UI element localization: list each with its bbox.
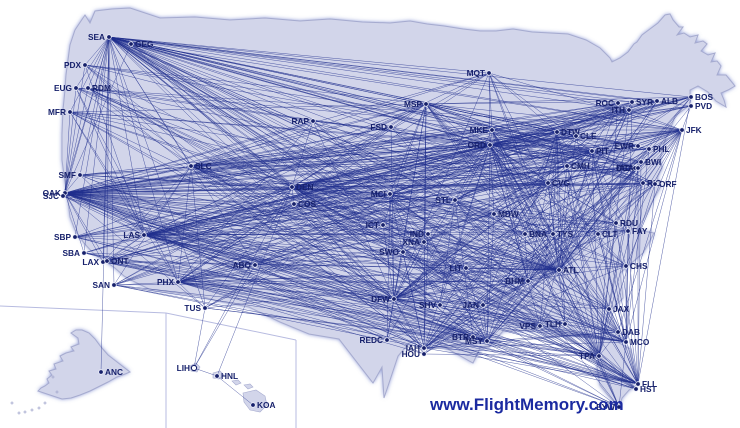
svg-text:SAN: SAN xyxy=(92,280,110,290)
svg-text:ABQ: ABQ xyxy=(233,260,252,270)
svg-text:TLH: TLH xyxy=(545,319,561,329)
svg-text:ATL: ATL xyxy=(563,265,579,275)
svg-text:JAN: JAN xyxy=(462,300,479,310)
svg-text:DAB: DAB xyxy=(622,327,640,337)
svg-text:XNA: XNA xyxy=(402,237,420,247)
svg-text:VPS: VPS xyxy=(519,321,536,331)
svg-text:PIT: PIT xyxy=(596,146,609,156)
svg-text:TYS: TYS xyxy=(557,229,574,239)
svg-text:MCO: MCO xyxy=(630,337,650,347)
svg-text:MQT: MQT xyxy=(467,68,485,78)
svg-text:HNL: HNL xyxy=(221,371,238,381)
svg-text:PHL: PHL xyxy=(653,144,670,154)
svg-text:TPA: TPA xyxy=(579,351,595,361)
svg-text:BWI: BWI xyxy=(645,157,661,167)
svg-text:SBP: SBP xyxy=(54,232,72,242)
svg-text:ITH: ITH xyxy=(612,105,625,115)
svg-text:DCA: DCA xyxy=(616,163,634,173)
svg-text:COS: COS xyxy=(298,199,316,209)
svg-text:SBA: SBA xyxy=(62,248,80,258)
svg-text:ICT: ICT xyxy=(366,220,379,230)
svg-text:JFK: JFK xyxy=(686,125,702,135)
svg-text:MSY: MSY xyxy=(465,336,483,346)
svg-text:REDC: REDC xyxy=(359,335,383,345)
svg-text:SYR: SYR xyxy=(636,97,653,107)
svg-text:FSD: FSD xyxy=(370,122,387,132)
svg-text:KOA: KOA xyxy=(257,400,275,410)
svg-text:RDM: RDM xyxy=(92,83,111,93)
svg-text:LIT: LIT xyxy=(450,263,462,273)
svg-text:PHX: PHX xyxy=(157,277,175,287)
svg-text:MSP: MSP xyxy=(404,99,422,109)
svg-text:TUS: TUS xyxy=(184,303,201,313)
svg-text:RAP: RAP xyxy=(291,116,309,126)
svg-text:MCI: MCI xyxy=(371,189,386,199)
svg-text:CLT: CLT xyxy=(602,229,618,239)
svg-text:ORD: ORD xyxy=(468,140,486,150)
svg-text:JAX: JAX xyxy=(613,304,630,314)
svg-text:PDX: PDX xyxy=(64,60,82,70)
svg-text:MKE: MKE xyxy=(470,125,489,135)
svg-text:BNA: BNA xyxy=(529,229,547,239)
svg-text:DFW: DFW xyxy=(371,294,390,304)
svg-text:PVD: PVD xyxy=(695,101,712,111)
svg-text:CVG: CVG xyxy=(552,178,570,188)
svg-text:DEN: DEN xyxy=(296,182,314,192)
svg-text:LAS: LAS xyxy=(123,230,140,240)
svg-text:ALB: ALB xyxy=(661,96,678,106)
svg-text:ORF: ORF xyxy=(659,179,677,189)
svg-text:CHS: CHS xyxy=(630,261,648,271)
svg-text:EUG: EUG xyxy=(54,83,72,93)
svg-text:ONT: ONT xyxy=(111,256,129,266)
svg-text:SMF: SMF xyxy=(58,170,76,180)
svg-text:LIH: LIH xyxy=(177,363,190,373)
svg-text:CMH: CMH xyxy=(571,161,590,171)
svg-text:SJC: SJC xyxy=(43,191,59,201)
svg-text:www.FlightMemory.com: www.FlightMemory.com xyxy=(429,395,624,414)
svg-text:SWO: SWO xyxy=(379,247,399,257)
svg-text:HOU: HOU xyxy=(402,349,420,359)
svg-text:LAX: LAX xyxy=(82,257,99,267)
svg-text:SLC: SLC xyxy=(195,161,212,171)
svg-text:EWR: EWR xyxy=(615,141,634,151)
svg-text:MDW: MDW xyxy=(498,209,519,219)
svg-text:MFR: MFR xyxy=(48,107,66,117)
svg-text:SEA: SEA xyxy=(88,32,105,42)
svg-text:GEG: GEG xyxy=(135,39,153,49)
svg-text:HST: HST xyxy=(640,384,657,394)
svg-text:CLE: CLE xyxy=(580,131,597,141)
svg-text:BHM: BHM xyxy=(505,276,524,286)
svg-text:SHV: SHV xyxy=(419,300,437,310)
svg-text:FAY: FAY xyxy=(632,226,648,236)
svg-text:STL: STL xyxy=(435,195,451,205)
svg-text:ANC: ANC xyxy=(105,367,123,377)
